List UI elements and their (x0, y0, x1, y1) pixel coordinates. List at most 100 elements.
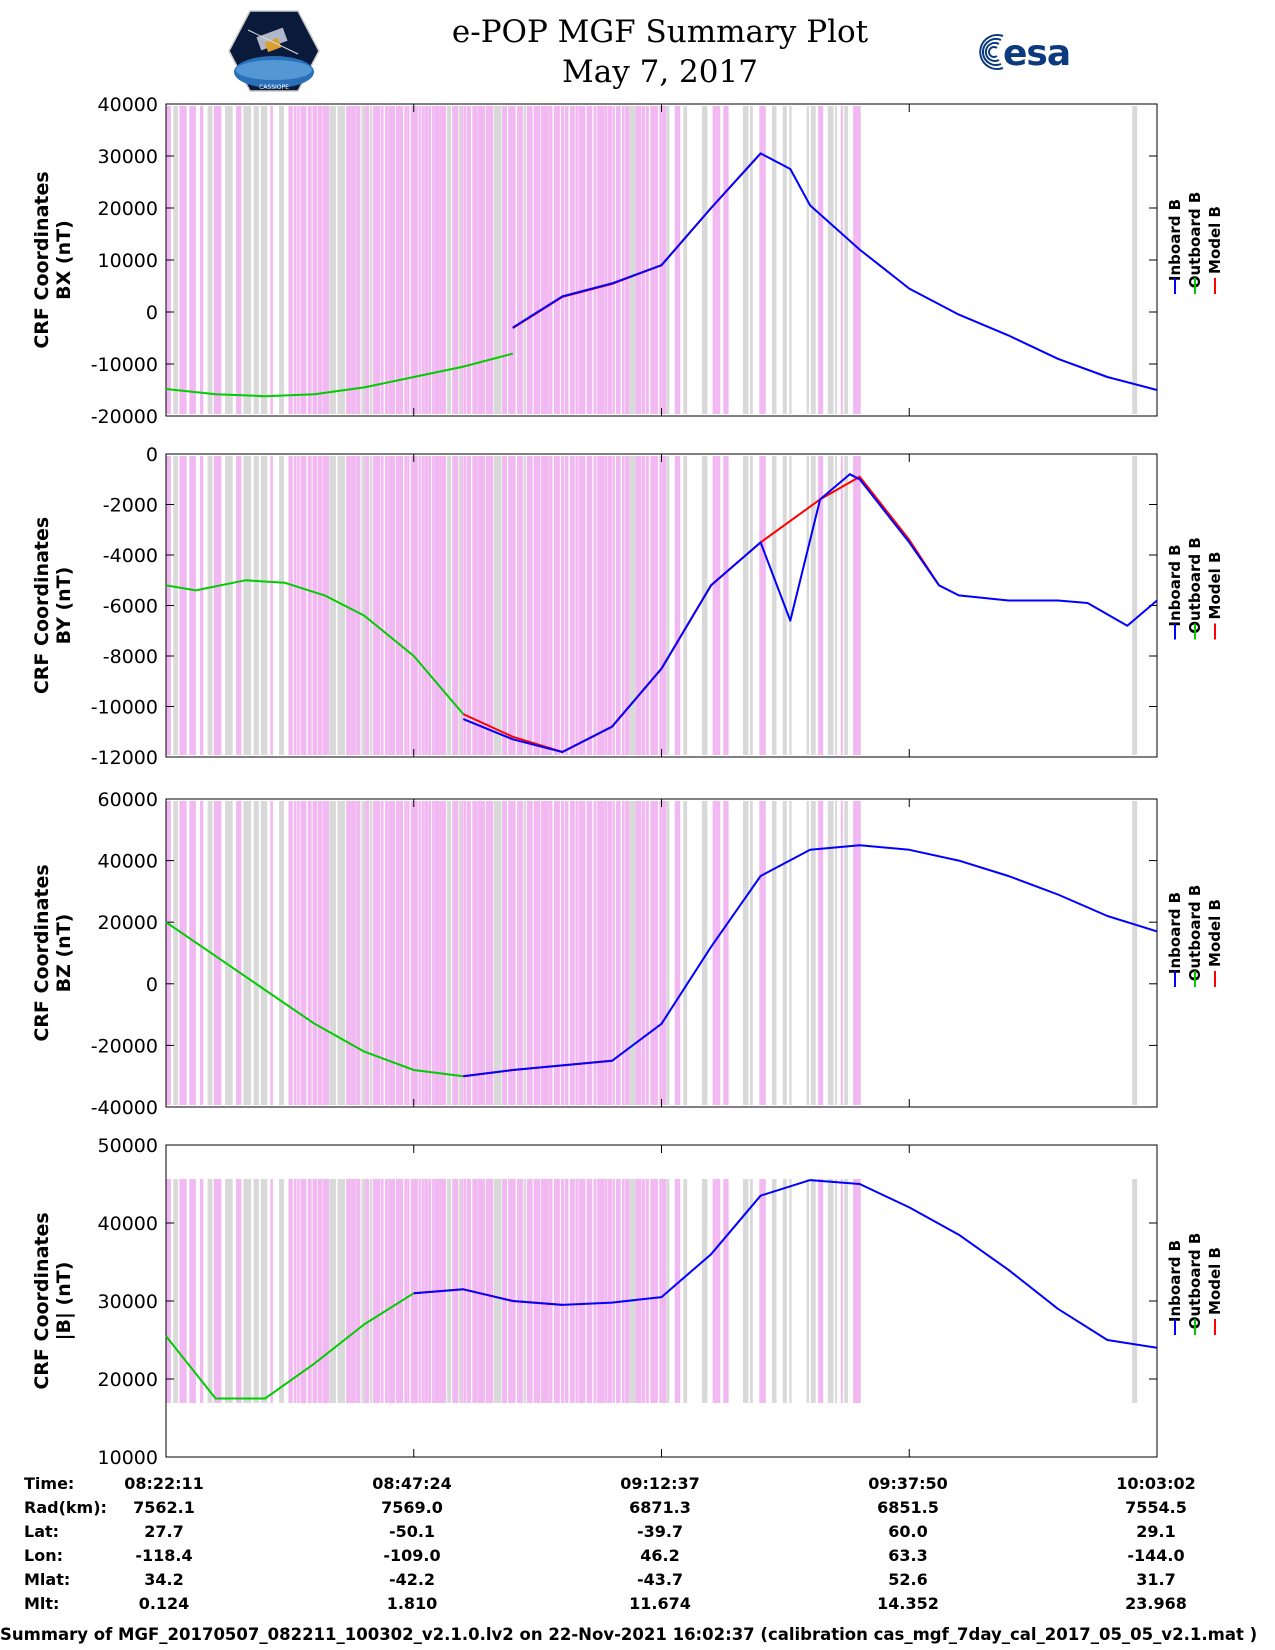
shade-stripe (307, 801, 312, 1105)
shade-stripe (579, 106, 586, 414)
shade-stripe (586, 106, 593, 414)
shade-stripe (622, 801, 625, 1105)
shade-stripe (789, 456, 792, 755)
shade-stripe (351, 456, 356, 755)
shade-stripe (674, 456, 681, 755)
shade-stripe (407, 1179, 410, 1403)
shade-stripe (322, 106, 330, 414)
shade-stripe (424, 1179, 428, 1403)
shade-stripe (1132, 1179, 1138, 1403)
shade-stripe (701, 801, 708, 1105)
shade-stripe (782, 1179, 787, 1403)
chart-title: e-POP MGF Summary Plot (451, 14, 869, 50)
shade-stripe (463, 106, 467, 414)
shade-stripe (750, 801, 753, 1105)
shade-stripe (312, 801, 318, 1105)
shade-stripe (712, 456, 721, 755)
chart-date: May 7, 2017 (562, 54, 758, 90)
row-label: Mlt: (24, 1594, 60, 1613)
shade-stripe (385, 801, 389, 1105)
shade-stripe (461, 801, 464, 1105)
shade-stripe (806, 456, 809, 755)
shade-stripe (641, 106, 645, 414)
shade-stripe (421, 456, 424, 755)
shade-stripe (548, 1179, 553, 1403)
y-tick-label: 0 (146, 302, 158, 324)
shade-stripe (369, 801, 373, 1105)
shade-stripe (674, 801, 681, 1105)
esa-emblem-icon (979, 34, 1004, 70)
shade-stripe (554, 456, 560, 755)
legend-label: Model B (1206, 1247, 1224, 1315)
shade-stripe (560, 1179, 564, 1403)
shade-stripe (674, 106, 681, 414)
shade-stripe (641, 1179, 645, 1403)
panel-2: -12000 -10000 -8000 -6000 -4000 -2000 0 CRF Coo… (31, 444, 1224, 769)
shade-stripe (207, 106, 213, 414)
shade-stripe (554, 1179, 560, 1403)
shade-stripe (835, 456, 838, 755)
shade-stripe (260, 801, 268, 1105)
y-axis-label: BY (nT) (53, 567, 75, 645)
quality-shading (166, 106, 1138, 414)
shade-stripe (835, 801, 838, 1105)
shade-stripe (625, 1179, 630, 1403)
series-line-inboard-b (463, 844, 1158, 1078)
shade-stripe (586, 456, 593, 755)
y-tick-label: 40000 (98, 94, 158, 116)
shade-stripe (759, 1179, 766, 1403)
shade-stripe (207, 1179, 213, 1403)
table-row: Rad(km): 7562.1 7569.0 6871.3 6851.5 7554.5 (0, 1498, 1275, 1522)
shade-stripe (346, 801, 352, 1105)
shade-stripe (650, 1179, 658, 1403)
y-tick-label: -4000 (103, 545, 158, 567)
shade-stripe (750, 106, 753, 414)
shade-stripe (659, 106, 667, 414)
shade-stripe (421, 801, 424, 1105)
shade-stripe (650, 801, 658, 1105)
shade-stripe (835, 1179, 838, 1403)
table-cell: 7562.1 (133, 1498, 195, 1517)
legend-label: Inboard B (1166, 1240, 1184, 1322)
shade-stripe (612, 456, 615, 755)
shade-stripe (466, 801, 471, 1105)
shade-stripe (407, 801, 410, 1105)
shade-stripe (742, 456, 749, 755)
shade-stripe (645, 801, 649, 1105)
shade-stripe (351, 801, 356, 1105)
shade-stripe (447, 801, 452, 1105)
shade-stripe (827, 1179, 834, 1403)
legend-label: Inboard B (1166, 544, 1184, 626)
shade-stripe (508, 106, 516, 414)
shade-stripe (236, 1179, 242, 1403)
shade-stripe (477, 801, 485, 1105)
shade-stripe (575, 801, 579, 1105)
y-axis-label: CRF Coordinates (31, 171, 53, 348)
shade-stripe (508, 456, 516, 755)
shade-stripe (502, 106, 507, 414)
shade-stripe (312, 106, 318, 414)
shade-stripe (322, 801, 330, 1105)
shade-stripe (279, 1179, 284, 1403)
shade-stripe (593, 1179, 597, 1403)
shade-stripe (635, 106, 641, 414)
shade-stripe (253, 801, 259, 1105)
shade-stripe (421, 1179, 424, 1403)
shade-stripe (526, 456, 533, 755)
shade-stripe (297, 1179, 300, 1403)
shade-stripe (782, 801, 787, 1105)
shade-stripe (604, 801, 608, 1105)
table-cell: 1.810 (386, 1594, 438, 1613)
shade-stripe (373, 106, 381, 414)
shade-stripe (288, 106, 293, 414)
shade-stripe (597, 456, 605, 755)
y-tick-label: 0 (146, 974, 158, 996)
y-tick-label: 30000 (98, 1291, 158, 1313)
shade-stripe (853, 1179, 861, 1403)
shade-stripe (683, 456, 688, 755)
shade-stripe (461, 1179, 464, 1403)
shade-stripe (236, 106, 242, 414)
shade-stripe (810, 1179, 816, 1403)
shade-stripe (279, 106, 284, 414)
y-axis-label: |B| (nT) (53, 1262, 75, 1341)
